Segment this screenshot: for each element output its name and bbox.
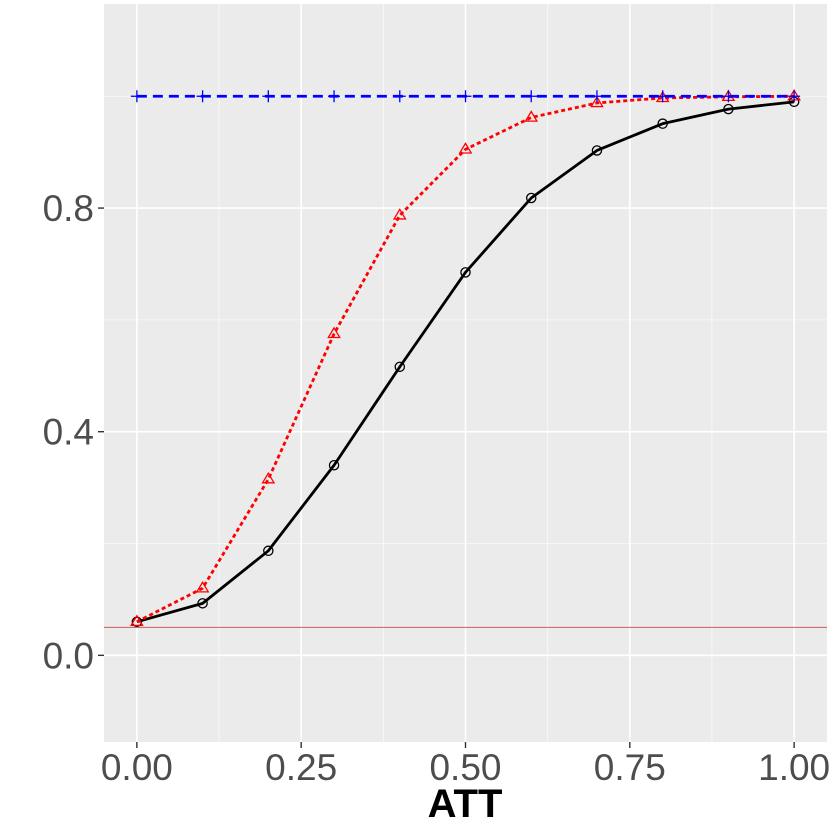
data-point-plus xyxy=(722,90,735,103)
x-tick-label: 0.50 xyxy=(429,747,501,788)
data-point-triangle xyxy=(195,580,210,593)
data-point-circle xyxy=(131,616,143,628)
axis-ticks xyxy=(98,207,795,748)
data-point-triangle xyxy=(130,614,144,627)
data-point-triangle xyxy=(590,95,604,108)
data-point-triangle xyxy=(327,326,341,339)
y-tick-label: 0.4 xyxy=(43,412,94,453)
tick-labels: 0.00 0.25 0.50 0.75 1.00 0.0 0.4 0.8 xyxy=(43,188,830,788)
x-tick-label: 0.25 xyxy=(265,747,337,788)
data-point-triangle xyxy=(458,142,473,154)
data-point-triangle xyxy=(261,471,276,484)
data-point-plus xyxy=(262,90,275,103)
data-point-triangle xyxy=(392,208,407,220)
data-point-plus xyxy=(459,90,472,103)
data-point-plus xyxy=(393,90,406,103)
y-tick-label: 0.0 xyxy=(43,635,94,676)
data-point-circle xyxy=(328,459,340,471)
y-tick-label: 0.8 xyxy=(43,188,94,229)
data-point-triangle xyxy=(524,110,539,122)
x-tick-label: 1.00 xyxy=(758,747,830,788)
x-tick-label: 0.75 xyxy=(594,747,666,788)
data-point-plus xyxy=(525,90,538,103)
data-point-circle xyxy=(263,545,274,557)
data-point-plus xyxy=(590,90,603,103)
data-point-plus xyxy=(788,90,801,103)
series-layer xyxy=(130,88,801,628)
data-point-circle xyxy=(723,103,734,115)
series-triangle-line xyxy=(136,94,795,624)
series-circle-line xyxy=(136,100,795,624)
data-point-plus xyxy=(130,90,143,103)
x-tick-label: 0.00 xyxy=(101,747,173,788)
data-point-circle xyxy=(197,598,208,609)
x-axis-title: ATT xyxy=(428,782,503,826)
major-grid xyxy=(104,4,827,742)
data-point-circle xyxy=(460,267,471,278)
data-point-plus xyxy=(196,90,209,103)
data-point-circle xyxy=(394,361,406,373)
data-point-plus xyxy=(656,90,669,103)
data-point-circle xyxy=(525,192,537,204)
data-point-circle xyxy=(591,145,603,156)
data-point-circle xyxy=(657,118,668,129)
data-point-plus xyxy=(328,90,341,103)
